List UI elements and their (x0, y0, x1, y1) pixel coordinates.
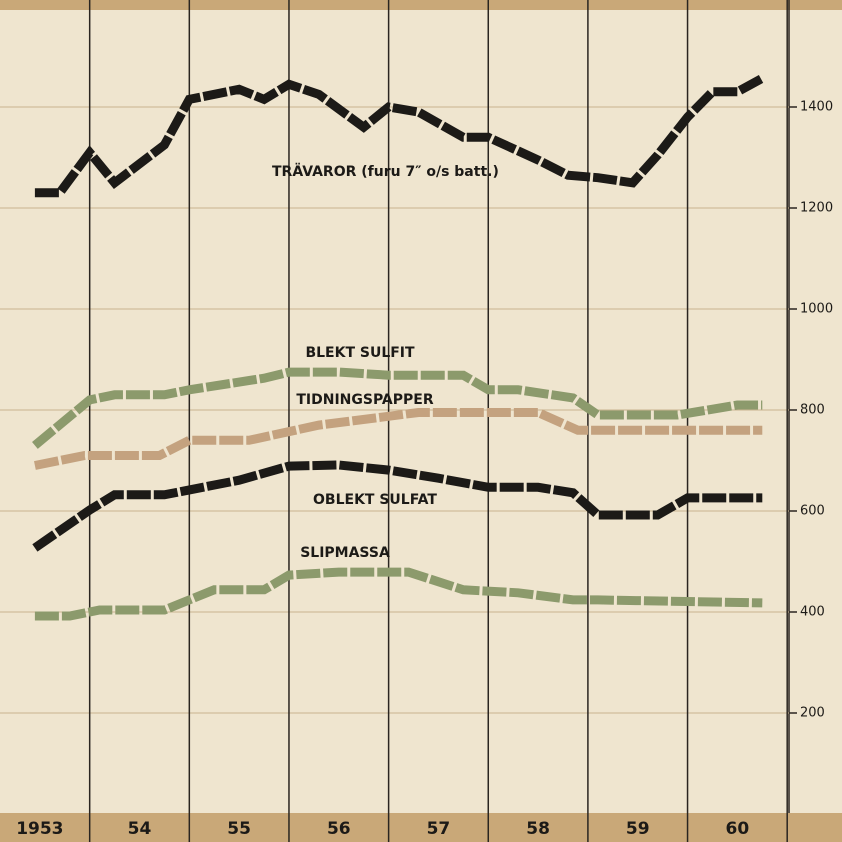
y-tick-label: 800 (800, 403, 825, 418)
y-tick-label: 1200 (800, 201, 833, 216)
y-tick-label: 1000 (800, 302, 833, 317)
series-label: SLIPMASSA (300, 545, 390, 561)
y-tick-label: 400 (800, 605, 825, 620)
y-tick-label: 200 (800, 706, 825, 721)
x-tick-label: 55 (227, 819, 251, 839)
x-tick-label: 1953 (16, 819, 63, 839)
y-tick-label: 1400 (800, 100, 833, 115)
x-tick-label: 57 (427, 819, 451, 839)
series-line (32, 460, 763, 552)
x-tick-label: 58 (526, 819, 550, 839)
series-label: TRÄVAROR (furu 7″ o/s batt.) (272, 163, 499, 180)
series-line (34, 567, 763, 621)
series-label: TIDNINGSPAPPER (296, 392, 433, 408)
series-label: OBLEKT SULFAT (313, 492, 437, 508)
x-tick-label: 56 (327, 819, 351, 839)
series-line (34, 408, 763, 470)
series-line (32, 367, 763, 449)
x-tick-label: 60 (726, 819, 750, 839)
y-tick-label: 600 (800, 504, 825, 519)
x-tick-label: 54 (128, 819, 152, 839)
bottom-band (0, 813, 842, 842)
series-line (34, 74, 765, 198)
x-tick-label: 59 (626, 819, 650, 839)
top-band (0, 0, 842, 10)
series-label: BLEKT SULFIT (305, 345, 415, 361)
